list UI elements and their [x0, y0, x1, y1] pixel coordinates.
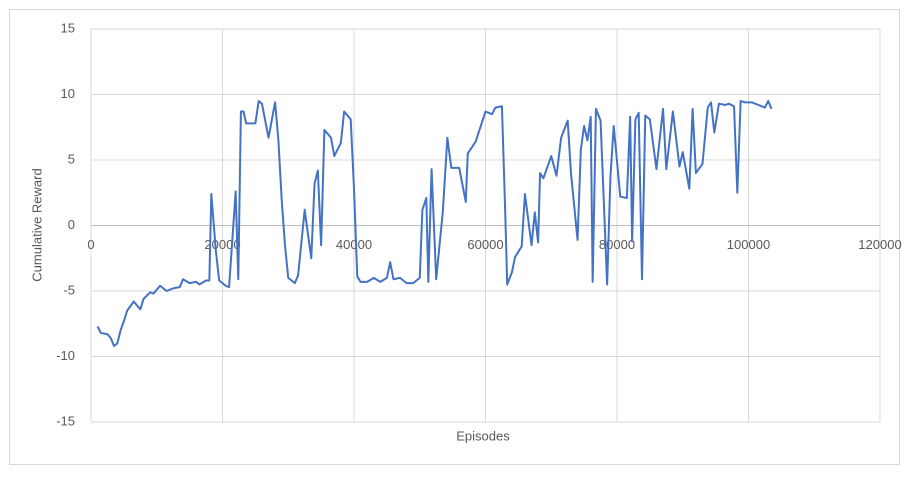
chart-frame — [9, 9, 900, 465]
x-axis-title: Episodes — [456, 428, 510, 443]
x-tick-label: 0 — [87, 237, 94, 252]
y-tick-label: 15 — [61, 20, 75, 35]
y-tick-label: 5 — [68, 151, 75, 166]
x-tick-label: 120000 — [858, 237, 901, 252]
y-tick-label: -10 — [56, 348, 75, 363]
y-tick-label: -15 — [56, 413, 75, 428]
x-tick-label: 40000 — [336, 237, 372, 252]
x-tick-label: 60000 — [467, 237, 503, 252]
y-tick-label: -5 — [63, 282, 75, 297]
y-tick-label: 0 — [68, 217, 75, 232]
x-tick-label: 100000 — [727, 237, 770, 252]
y-axis-title: Cumulative Reward — [29, 168, 44, 281]
data-line — [96, 100, 773, 348]
y-tick-label: 10 — [61, 86, 75, 101]
